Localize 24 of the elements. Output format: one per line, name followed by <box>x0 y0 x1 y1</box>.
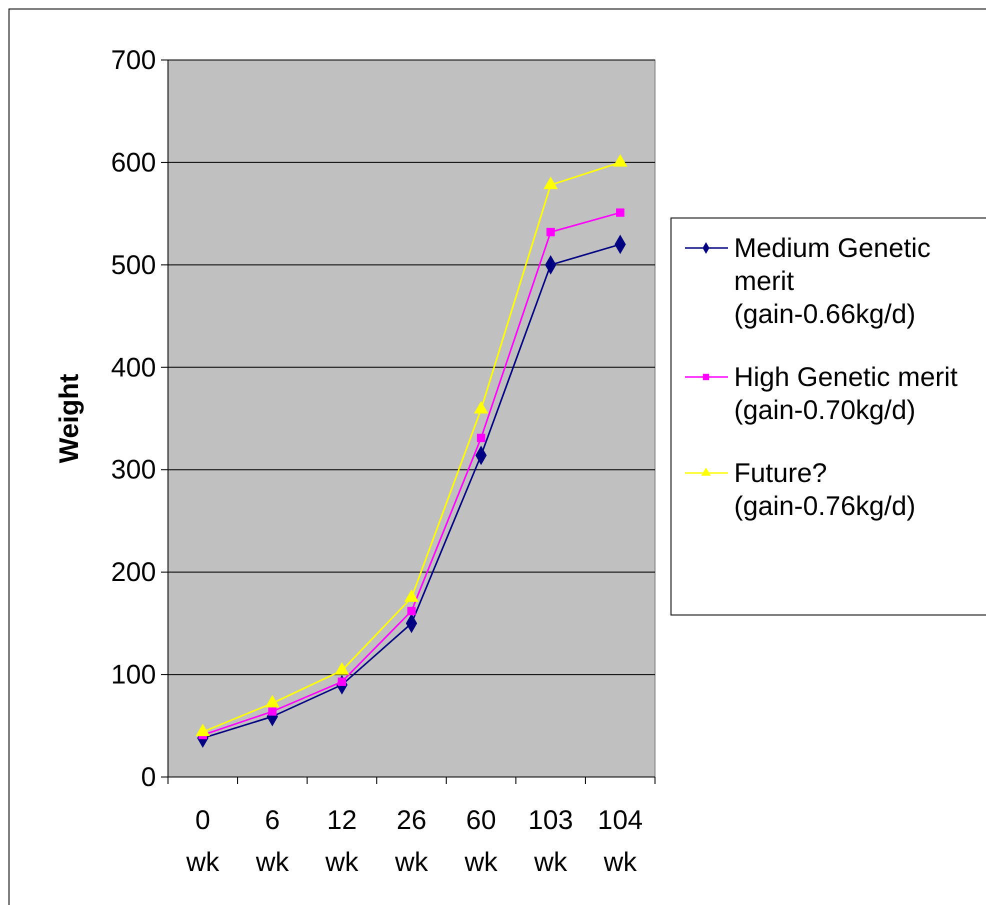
legend-label: High Genetic merit (gain-0.70kg/d) <box>734 362 958 425</box>
y-tick-label: 600 <box>110 147 156 178</box>
point <box>407 606 416 616</box>
x-tick-label: 26 wk <box>394 805 428 877</box>
y-tick-label: 700 <box>110 45 156 75</box>
y-tick-label: 0 <box>140 762 156 792</box>
x-tick-label: 103 wk <box>528 805 574 877</box>
point <box>476 434 486 442</box>
y-axis-title: Weight <box>54 374 84 464</box>
y-tick-label: 100 <box>110 660 156 690</box>
y-tick-label: 300 <box>110 454 156 485</box>
point <box>616 208 624 217</box>
x-tick-label: 60 wk <box>464 805 498 877</box>
point <box>546 228 555 236</box>
x-tick-label: 104 wk <box>598 805 643 877</box>
legend-label: Future? (gain-0.76kg/d) <box>734 458 916 521</box>
point <box>268 707 277 716</box>
legend-label: Medium Genetic merit (gain-0.66kg/d) <box>734 233 931 329</box>
y-tick-label: 400 <box>110 352 156 382</box>
x-tick-label: 0 wk <box>185 805 220 877</box>
y-tick-label: 500 <box>110 250 156 280</box>
x-tick-label: 6 wk <box>254 805 290 877</box>
x-tick-label: 12 wk <box>324 805 359 877</box>
y-tick-label: 200 <box>110 557 156 588</box>
